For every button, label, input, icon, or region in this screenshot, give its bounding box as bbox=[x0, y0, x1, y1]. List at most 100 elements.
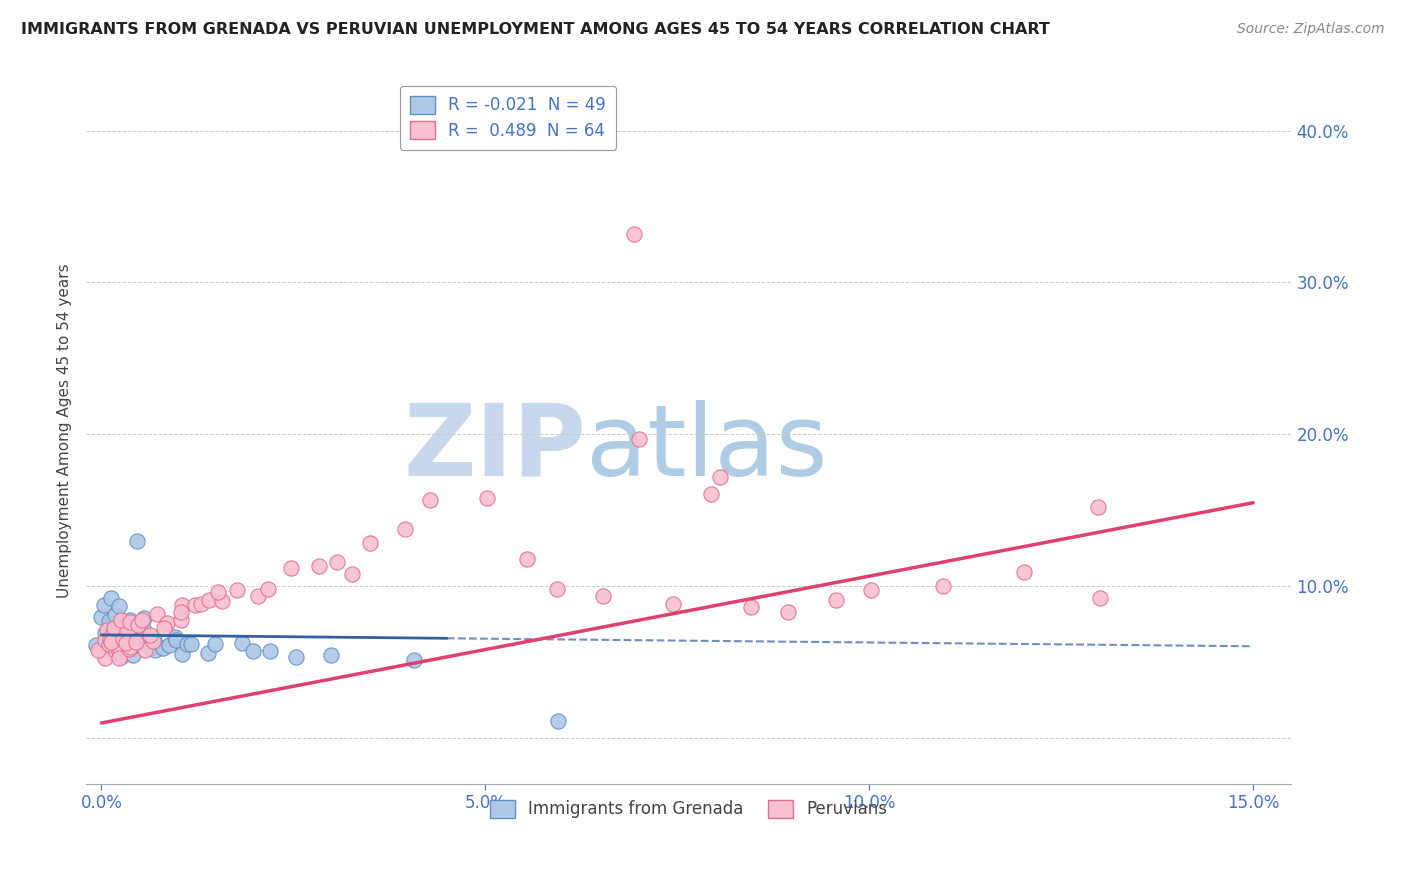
Point bbox=[180, 636, 202, 650]
Point bbox=[127, 629, 149, 643]
Point bbox=[516, 552, 538, 566]
Point bbox=[211, 594, 233, 608]
Point bbox=[125, 635, 148, 649]
Point bbox=[136, 634, 159, 648]
Point bbox=[860, 583, 883, 598]
Point bbox=[204, 637, 226, 651]
Point bbox=[87, 643, 110, 657]
Text: ZIP: ZIP bbox=[404, 400, 586, 497]
Point bbox=[623, 227, 645, 241]
Point bbox=[1090, 591, 1112, 606]
Point bbox=[207, 585, 229, 599]
Point bbox=[170, 614, 193, 628]
Point bbox=[120, 640, 142, 655]
Point bbox=[101, 628, 124, 642]
Point bbox=[104, 624, 127, 639]
Point bbox=[124, 638, 146, 652]
Point bbox=[197, 646, 219, 660]
Point bbox=[628, 432, 651, 446]
Point bbox=[120, 615, 142, 629]
Point bbox=[231, 636, 253, 650]
Point bbox=[108, 651, 131, 665]
Point bbox=[242, 644, 264, 658]
Point bbox=[778, 605, 800, 619]
Point bbox=[394, 523, 416, 537]
Point bbox=[110, 613, 132, 627]
Point bbox=[122, 648, 145, 662]
Point bbox=[285, 649, 308, 664]
Legend: Immigrants from Grenada, Peruvians: Immigrants from Grenada, Peruvians bbox=[484, 793, 894, 825]
Point bbox=[547, 714, 569, 728]
Point bbox=[1087, 500, 1109, 514]
Point bbox=[184, 599, 207, 613]
Point bbox=[115, 624, 138, 639]
Point bbox=[176, 638, 198, 652]
Point bbox=[143, 643, 166, 657]
Y-axis label: Unemployment Among Ages 45 to 54 years: Unemployment Among Ages 45 to 54 years bbox=[58, 263, 72, 598]
Point bbox=[225, 582, 247, 597]
Point bbox=[112, 621, 135, 635]
Point bbox=[104, 643, 127, 657]
Point bbox=[280, 561, 302, 575]
Point bbox=[118, 642, 141, 657]
Point bbox=[699, 486, 721, 500]
Point bbox=[132, 611, 155, 625]
Point bbox=[108, 623, 131, 637]
Point bbox=[111, 632, 134, 646]
Point bbox=[105, 632, 128, 647]
Point bbox=[107, 599, 129, 613]
Point bbox=[246, 589, 269, 603]
Point bbox=[94, 625, 117, 640]
Point bbox=[129, 632, 152, 647]
Point bbox=[90, 610, 112, 624]
Point bbox=[142, 633, 165, 648]
Point bbox=[101, 631, 124, 645]
Point bbox=[326, 555, 349, 569]
Point bbox=[134, 642, 156, 657]
Point bbox=[111, 649, 134, 664]
Point bbox=[190, 597, 212, 611]
Point bbox=[127, 617, 149, 632]
Point bbox=[169, 605, 191, 619]
Point bbox=[96, 623, 118, 637]
Point bbox=[98, 618, 121, 632]
Point bbox=[98, 614, 121, 628]
Point bbox=[340, 567, 363, 582]
Point bbox=[118, 628, 141, 642]
Point bbox=[84, 638, 107, 652]
Point bbox=[319, 648, 342, 662]
Point bbox=[139, 628, 162, 642]
Point bbox=[108, 641, 131, 656]
Point bbox=[359, 536, 381, 550]
Point bbox=[662, 597, 685, 611]
Point bbox=[153, 621, 176, 635]
Point bbox=[165, 632, 187, 647]
Point bbox=[103, 622, 125, 636]
Point bbox=[546, 582, 568, 596]
Point bbox=[740, 599, 762, 614]
Point bbox=[475, 491, 498, 505]
Point bbox=[118, 613, 141, 627]
Text: atlas: atlas bbox=[586, 400, 828, 497]
Point bbox=[709, 470, 731, 484]
Point bbox=[93, 598, 115, 612]
Point bbox=[257, 582, 280, 596]
Point bbox=[402, 652, 425, 666]
Point bbox=[110, 635, 132, 649]
Point bbox=[170, 648, 193, 662]
Point bbox=[145, 607, 167, 621]
Point bbox=[100, 632, 122, 647]
Point bbox=[104, 607, 127, 622]
Text: IMMIGRANTS FROM GRENADA VS PERUVIAN UNEMPLOYMENT AMONG AGES 45 TO 54 YEARS CORRE: IMMIGRANTS FROM GRENADA VS PERUVIAN UNEM… bbox=[21, 22, 1050, 37]
Point bbox=[157, 638, 180, 652]
Point bbox=[156, 615, 179, 630]
Point bbox=[1012, 566, 1035, 580]
Point bbox=[138, 641, 160, 656]
Point bbox=[115, 636, 138, 650]
Point bbox=[100, 635, 122, 649]
Point bbox=[118, 639, 141, 653]
Point bbox=[259, 644, 281, 658]
Point bbox=[100, 591, 122, 605]
Point bbox=[592, 589, 614, 603]
Point bbox=[131, 613, 153, 627]
